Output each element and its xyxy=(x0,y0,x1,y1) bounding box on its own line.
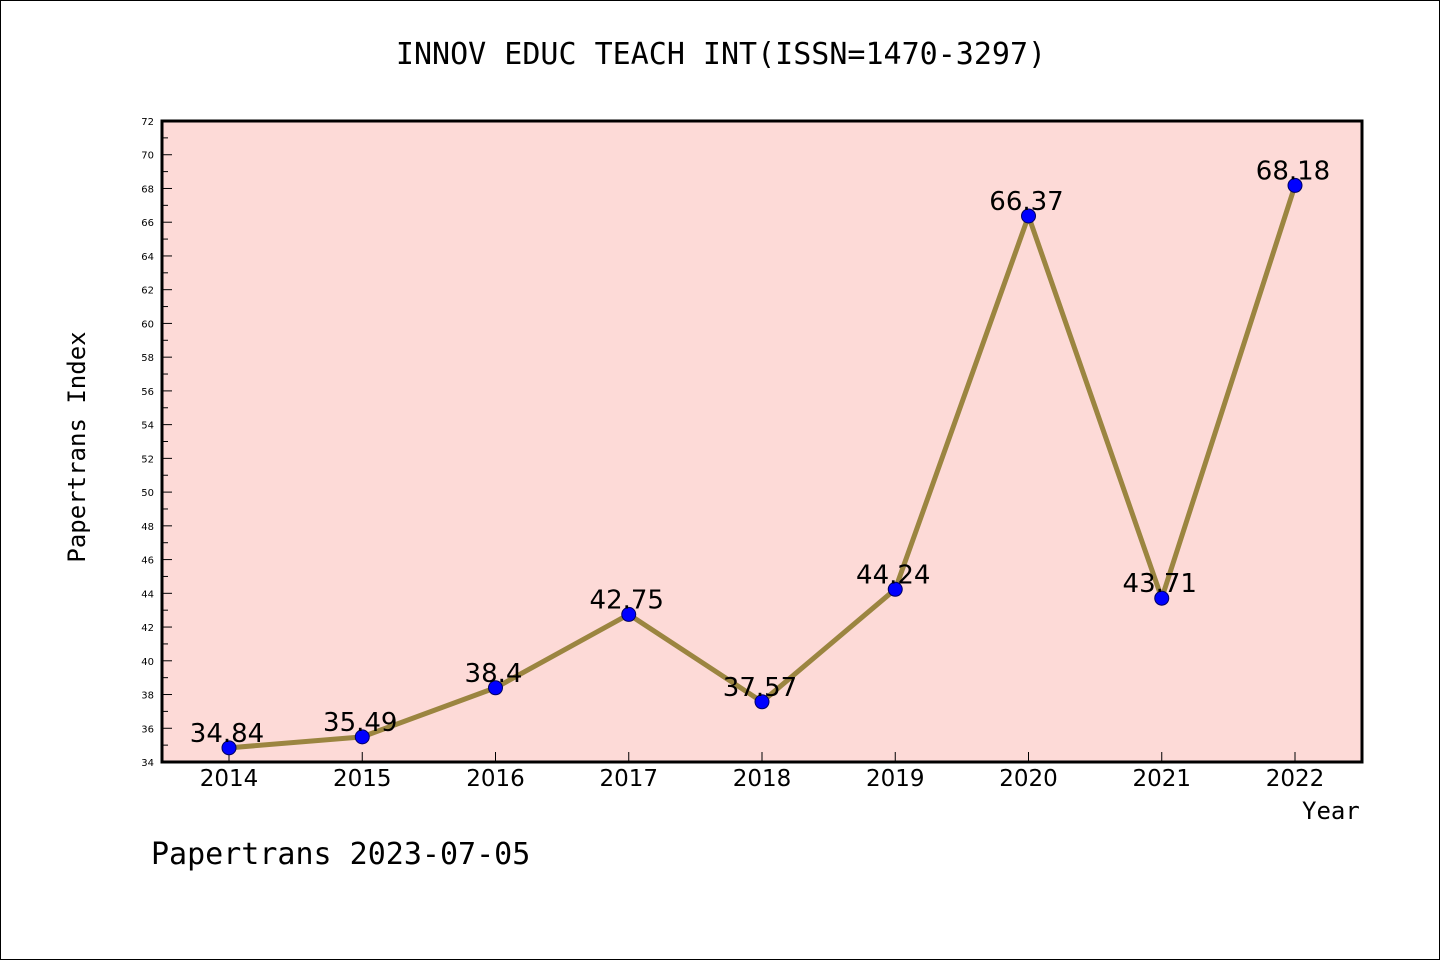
y-tick-label: 60 xyxy=(141,319,154,330)
data-point xyxy=(221,740,237,756)
y-tick-label: 48 xyxy=(141,522,154,533)
data-label: 35.49 xyxy=(323,708,397,738)
data-label: 66.37 xyxy=(989,187,1063,217)
y-tick-label: 70 xyxy=(141,151,154,162)
data-point xyxy=(488,680,503,696)
data-point xyxy=(621,606,637,622)
data-label: 38.4 xyxy=(465,659,523,689)
data-point xyxy=(754,694,770,710)
data-point xyxy=(1021,208,1036,224)
data-point xyxy=(1154,590,1170,606)
y-tick-label: 68 xyxy=(141,184,154,195)
plot-area xyxy=(162,121,1362,762)
x-tick-label: 2022 xyxy=(1266,766,1325,792)
data-label: 43.71 xyxy=(1123,569,1197,599)
footer-watermark: Papertrans 2023-07-05 xyxy=(151,837,531,872)
x-tick-label: 2014 xyxy=(200,766,259,792)
data-label: 42.75 xyxy=(590,585,664,615)
data-label: 34.84 xyxy=(190,719,264,749)
chart-title: INNOV EDUC TEACH INT(ISSN=1470-3297) xyxy=(395,37,1047,72)
y-tick-label: 56 xyxy=(141,387,154,398)
y-tick-label: 50 xyxy=(141,488,154,499)
series-group: 34.84 35.49 38.4 42.75 37.57 44.24 66.37 43.71 6… xyxy=(190,156,1330,756)
y-tick-label: 52 xyxy=(141,454,154,465)
y-tick-label: 38 xyxy=(141,691,154,702)
data-label: 44.24 xyxy=(856,560,930,590)
data-label: 37.57 xyxy=(723,673,797,703)
x-tick-label: 2020 xyxy=(999,766,1058,792)
x-tick-label: 2018 xyxy=(733,766,792,792)
data-point xyxy=(354,729,370,745)
x-tick-label: 2016 xyxy=(466,766,525,792)
x-tick-label: 2019 xyxy=(866,766,925,792)
y-tick-label: 64 xyxy=(141,252,154,263)
y-tick-label: 34 xyxy=(141,758,154,769)
y-tick-label: 40 xyxy=(141,657,154,668)
y-tick-label: 58 xyxy=(141,353,154,364)
y-tick-label: 44 xyxy=(141,589,154,600)
y-tick-label: 62 xyxy=(141,286,154,297)
y-tick-label: 72 xyxy=(141,117,154,128)
y-tick-label: 36 xyxy=(141,724,154,735)
y-tick-label: 42 xyxy=(141,623,154,634)
x-tick-label: 2015 xyxy=(333,766,392,792)
x-axis-title: Year xyxy=(1302,797,1360,825)
plot-frame xyxy=(160,119,1364,764)
x-tick-label: 2021 xyxy=(1132,766,1191,792)
y-tick-label: 66 xyxy=(141,218,154,229)
y-tick-label: 54 xyxy=(141,421,154,432)
x-axis-ticks: 2014 2015 2016 2017 2018 2019 2020 2021 2022 xyxy=(200,752,1325,792)
data-label: 68.18 xyxy=(1256,156,1330,186)
y-axis-ticks: 34 36 38 40 42 44 46 48 50 52 54 56 58 60 62 64 66 68 70 72 xyxy=(141,117,172,769)
x-tick-label: 2017 xyxy=(599,766,658,792)
data-point xyxy=(887,581,903,597)
y-tick-label: 46 xyxy=(141,556,154,567)
data-point xyxy=(1287,177,1303,193)
